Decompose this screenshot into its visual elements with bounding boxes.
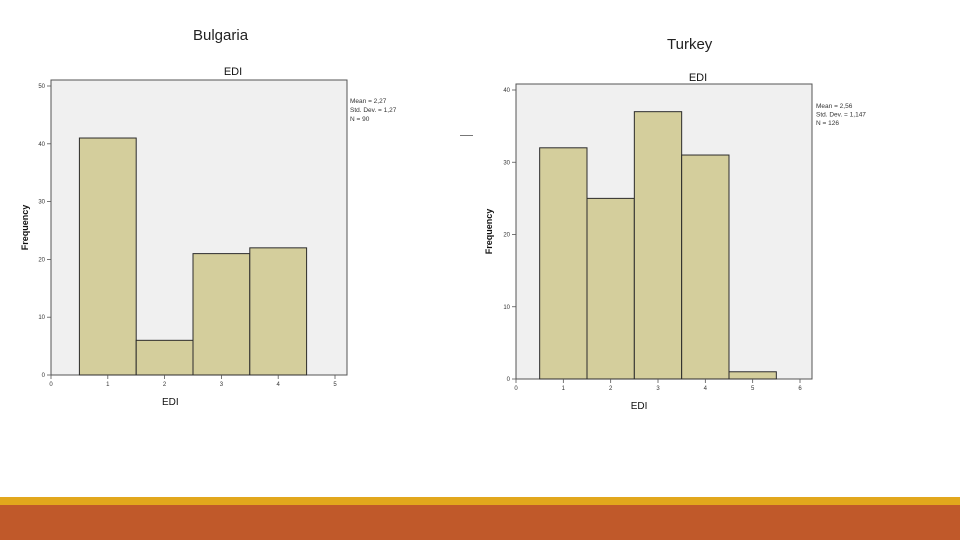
- y-axis-label: Frequency: [484, 209, 494, 255]
- x-tick-label: 0: [514, 386, 518, 392]
- stats-line: Std. Dev. = 1,147: [816, 112, 866, 119]
- x-tick-label: 1: [106, 382, 110, 388]
- x-axis-label: EDI: [162, 397, 179, 408]
- y-tick-label: 30: [503, 160, 510, 166]
- stats-line: Mean = 2,56: [816, 103, 853, 110]
- histogram-bar: [681, 154, 730, 380]
- y-tick-label: 10: [38, 315, 45, 321]
- stats-line: N = 90: [350, 116, 370, 123]
- decorative-dash: [460, 135, 473, 136]
- x-tick-label: 6: [798, 386, 802, 392]
- x-tick-label: 2: [163, 382, 167, 388]
- y-tick-label: 30: [38, 200, 45, 206]
- stats-line: Mean = 2,27: [350, 98, 387, 105]
- y-tick-label: 40: [38, 142, 45, 148]
- footer-band: [0, 505, 960, 540]
- x-tick-label: 4: [277, 382, 281, 388]
- histogram-bar: [633, 111, 683, 380]
- x-tick-label: 3: [656, 386, 660, 392]
- stats-line: Std. Dev. = 1,27: [350, 107, 397, 114]
- x-tick-label: 5: [751, 386, 755, 392]
- x-tick-label: 1: [562, 386, 566, 392]
- y-tick-label: 20: [503, 233, 510, 239]
- y-tick-label: 40: [503, 88, 510, 94]
- y-tick-label: 50: [38, 84, 45, 90]
- chart-title: EDI: [689, 72, 707, 84]
- turkey-chart-label: Turkey: [667, 36, 713, 53]
- x-tick-label: 4: [704, 386, 708, 392]
- bulgaria-chart-label: Bulgaria: [193, 27, 249, 44]
- stats-line: N = 126: [816, 120, 839, 127]
- x-tick-label: 3: [220, 382, 224, 388]
- x-tick-label: 2: [609, 386, 613, 392]
- x-tick-label: 0: [49, 382, 53, 388]
- histogram-bar: [728, 371, 777, 380]
- histogram-bar: [249, 247, 308, 376]
- chart-title: EDI: [224, 66, 242, 78]
- histogram-bar: [539, 147, 588, 380]
- y-axis-label: Frequency: [20, 205, 30, 251]
- y-tick-label: 0: [507, 377, 511, 383]
- x-axis-label: EDI: [631, 401, 648, 412]
- y-tick-label: 10: [503, 305, 510, 311]
- footer-accent-stripe: [0, 497, 960, 505]
- y-tick-label: 0: [42, 373, 46, 379]
- y-tick-label: 20: [38, 257, 45, 263]
- histogram-bar: [586, 197, 635, 380]
- x-tick-label: 5: [333, 382, 337, 388]
